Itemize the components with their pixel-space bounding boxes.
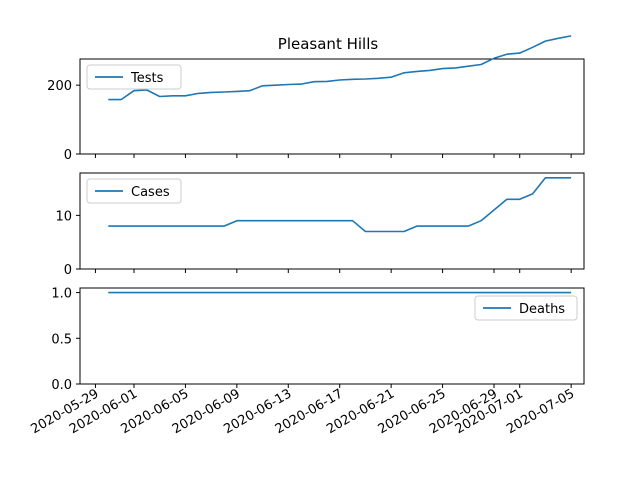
y-tick-label: 0	[64, 148, 72, 163]
y-tick-label: 1.0	[51, 287, 72, 302]
panel-cases: 0 10 Cases	[55, 172, 585, 278]
legend-label: Deaths	[519, 302, 565, 317]
axes-frame	[79, 287, 585, 385]
legend-box	[86, 178, 182, 204]
y-tick-label: 200	[47, 79, 72, 94]
axes-frame	[79, 58, 585, 155]
panels: 0 200 Tests 0 10 Cases 0.0 0.5 1.0 Deaths	[47, 35, 585, 393]
panel-tests: 0 200 Tests	[47, 35, 585, 163]
x-axis: 2020-05-292020-06-012020-06-052020-06-09…	[28, 386, 577, 437]
legend-label: Tests	[130, 71, 164, 86]
legend: Tests	[86, 64, 182, 90]
y-tick-label: 10	[55, 209, 72, 224]
legend: Deaths	[474, 295, 578, 321]
y-tick-label: 0	[64, 263, 72, 278]
axes-frame	[79, 172, 585, 270]
legend-box	[474, 295, 578, 321]
chart-title: Pleasant Hills	[278, 35, 379, 53]
legend-box	[86, 64, 182, 90]
y-tick-label: 0.0	[51, 378, 72, 393]
y-tick-label: 0.5	[51, 332, 72, 347]
panel-deaths: 0.0 0.5 1.0 Deaths	[51, 287, 585, 393]
legend-label: Cases	[131, 185, 170, 200]
legend: Cases	[86, 178, 182, 204]
